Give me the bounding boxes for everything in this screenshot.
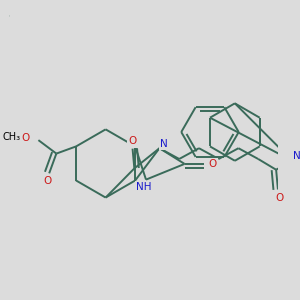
Text: N: N	[160, 139, 168, 149]
Text: N: N	[293, 151, 300, 161]
Text: O: O	[208, 159, 217, 169]
Text: O: O	[276, 193, 284, 202]
Text: CH₃: CH₃	[2, 132, 20, 142]
Text: O: O	[22, 133, 30, 143]
Text: O: O	[128, 136, 137, 146]
Text: O: O	[43, 176, 52, 186]
Text: NH: NH	[136, 182, 152, 192]
